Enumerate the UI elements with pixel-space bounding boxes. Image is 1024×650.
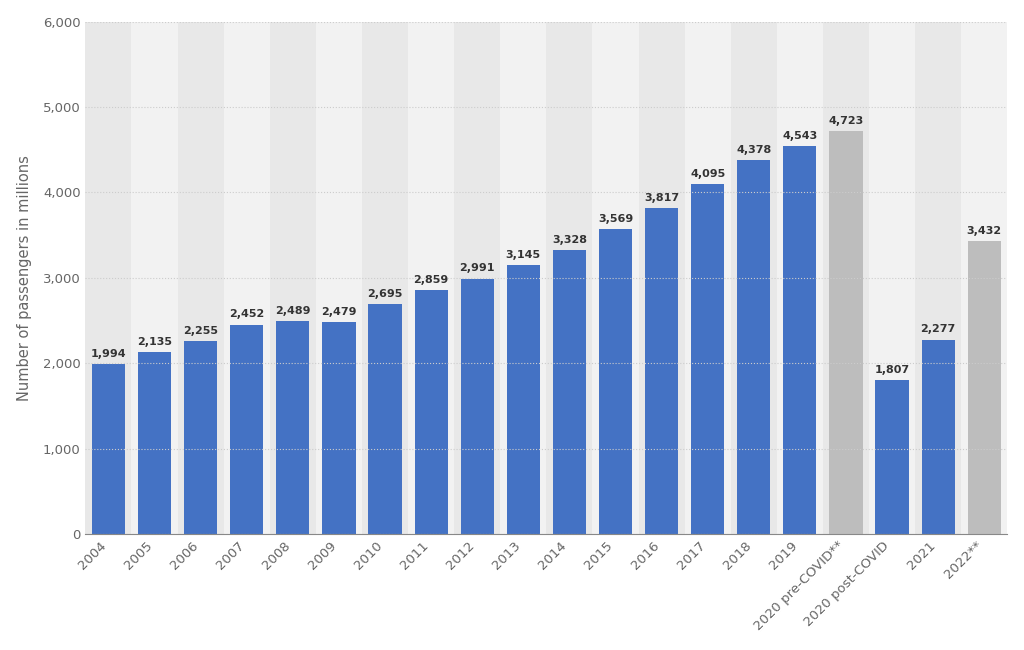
Text: 1,994: 1,994 xyxy=(91,348,126,359)
Bar xyxy=(783,146,816,534)
Bar xyxy=(315,21,361,534)
Text: 2,277: 2,277 xyxy=(921,324,955,334)
Bar xyxy=(361,21,409,534)
Bar xyxy=(85,21,131,534)
Bar xyxy=(547,21,593,534)
Bar xyxy=(507,265,540,534)
Bar xyxy=(915,21,962,534)
Bar xyxy=(968,241,1000,534)
Text: 4,095: 4,095 xyxy=(690,169,725,179)
Bar xyxy=(962,21,1008,534)
Bar xyxy=(876,380,908,534)
Text: 2,135: 2,135 xyxy=(137,337,172,346)
Bar xyxy=(230,324,263,534)
Bar xyxy=(461,279,494,534)
Bar xyxy=(184,341,217,534)
Bar xyxy=(829,131,862,534)
Bar xyxy=(369,304,401,534)
Bar xyxy=(455,21,501,534)
Bar xyxy=(138,352,171,534)
Bar xyxy=(323,322,355,534)
Bar xyxy=(639,21,685,534)
Text: 3,145: 3,145 xyxy=(506,250,541,260)
Text: 2,489: 2,489 xyxy=(275,306,310,317)
Bar xyxy=(276,321,309,534)
Bar xyxy=(599,229,632,534)
Bar xyxy=(92,363,125,534)
Bar xyxy=(922,339,954,534)
Text: 4,543: 4,543 xyxy=(782,131,817,141)
Bar xyxy=(223,21,269,534)
Text: 4,378: 4,378 xyxy=(736,145,771,155)
Text: 3,817: 3,817 xyxy=(644,193,679,203)
Bar xyxy=(177,21,223,534)
Y-axis label: Number of passengers in millions: Number of passengers in millions xyxy=(16,155,32,400)
Text: 3,328: 3,328 xyxy=(552,235,587,244)
Bar xyxy=(685,21,731,534)
Bar xyxy=(691,185,724,534)
Bar xyxy=(415,290,447,534)
Bar xyxy=(131,21,177,534)
Bar xyxy=(409,21,455,534)
Bar xyxy=(501,21,547,534)
Bar xyxy=(645,208,678,534)
Text: 3,432: 3,432 xyxy=(967,226,1001,236)
Bar xyxy=(269,21,315,534)
Text: 1,807: 1,807 xyxy=(874,365,909,374)
Bar xyxy=(593,21,639,534)
Text: 2,452: 2,452 xyxy=(229,309,264,319)
Text: 2,695: 2,695 xyxy=(368,289,402,299)
Bar xyxy=(777,21,823,534)
Bar xyxy=(553,250,586,534)
Text: 2,859: 2,859 xyxy=(414,275,449,285)
Bar xyxy=(737,160,770,534)
Bar xyxy=(823,21,869,534)
Text: 2,255: 2,255 xyxy=(183,326,218,336)
Text: 4,723: 4,723 xyxy=(828,116,863,125)
Bar xyxy=(869,21,915,534)
Text: 2,991: 2,991 xyxy=(460,263,495,274)
Text: 2,479: 2,479 xyxy=(322,307,356,317)
Text: 3,569: 3,569 xyxy=(598,214,633,224)
Bar xyxy=(731,21,777,534)
